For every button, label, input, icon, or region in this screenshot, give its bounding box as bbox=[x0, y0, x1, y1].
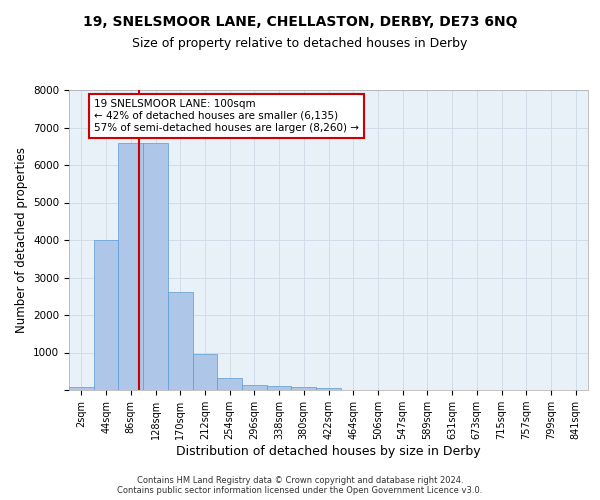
Text: 19 SNELSMOOR LANE: 100sqm
← 42% of detached houses are smaller (6,135)
57% of se: 19 SNELSMOOR LANE: 100sqm ← 42% of detac… bbox=[94, 100, 359, 132]
Bar bbox=[118, 142, 143, 390]
Bar bbox=[69, 387, 94, 390]
Bar bbox=[217, 378, 242, 390]
Bar bbox=[94, 240, 118, 390]
Text: Contains HM Land Registry data © Crown copyright and database right 2024.
Contai: Contains HM Land Registry data © Crown c… bbox=[118, 476, 482, 495]
Y-axis label: Number of detached properties: Number of detached properties bbox=[14, 147, 28, 333]
X-axis label: Distribution of detached houses by size in Derby: Distribution of detached houses by size … bbox=[176, 445, 481, 458]
Bar bbox=[168, 292, 193, 390]
Text: 19, SNELSMOOR LANE, CHELLASTON, DERBY, DE73 6NQ: 19, SNELSMOOR LANE, CHELLASTON, DERBY, D… bbox=[83, 15, 517, 29]
Bar bbox=[292, 388, 316, 390]
Bar bbox=[316, 388, 341, 390]
Bar bbox=[193, 354, 217, 390]
Bar bbox=[242, 385, 267, 390]
Text: Size of property relative to detached houses in Derby: Size of property relative to detached ho… bbox=[133, 38, 467, 51]
Bar bbox=[143, 142, 168, 390]
Bar bbox=[267, 386, 292, 390]
